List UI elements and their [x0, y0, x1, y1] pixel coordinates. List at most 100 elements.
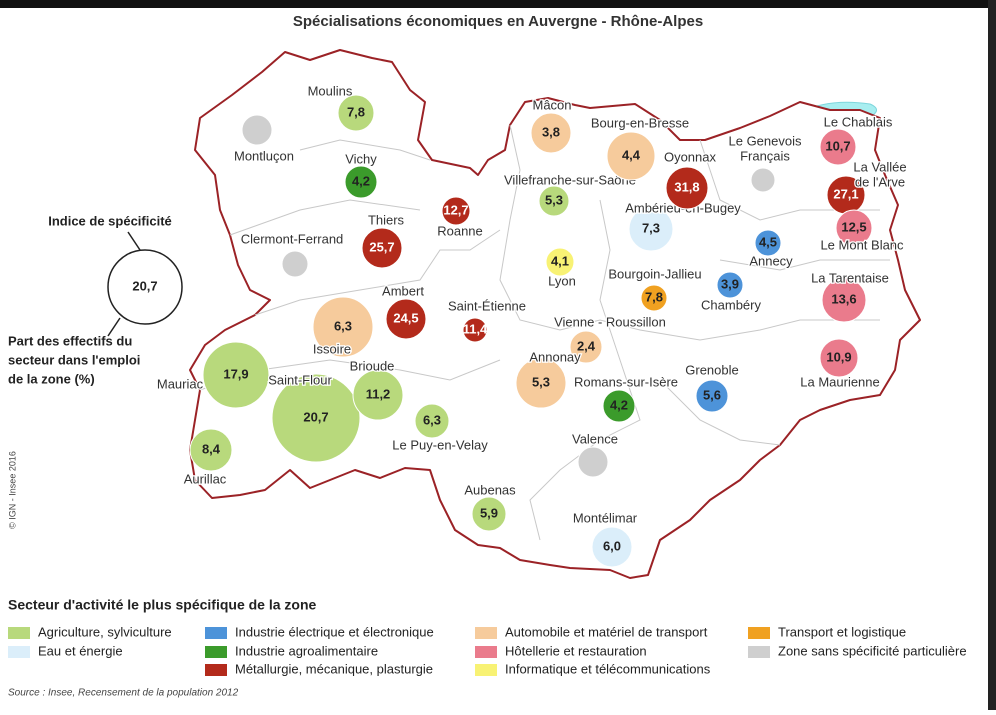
- zone-index: 20,7: [303, 409, 328, 424]
- zone-index: 5,9: [480, 505, 498, 520]
- zone-index: 10,7: [825, 138, 850, 153]
- zone-name: Montluçon: [234, 148, 294, 163]
- legend-label: Industrie électrique et électronique: [235, 624, 434, 639]
- zone-index: 11,4: [463, 321, 488, 336]
- zone-bubble: [591, 526, 633, 568]
- zone-bubble: [515, 357, 567, 409]
- legend-swatch: [205, 664, 227, 676]
- zone-index: 12,5: [841, 219, 866, 234]
- zone-index: 4,2: [610, 397, 628, 412]
- legend-label: Métallurgie, mécanique, plasturgie: [235, 661, 433, 676]
- zone-name: La Tarentaise: [811, 270, 889, 285]
- zone-index: 5,6: [703, 387, 721, 402]
- source: Source : Insee, Recensement de la popula…: [8, 688, 239, 699]
- zone-bubble: [665, 166, 709, 210]
- zone-index: 6,3: [423, 412, 441, 427]
- zone-bubble: [628, 206, 674, 252]
- legend-label: Industrie agroalimentaire: [235, 643, 378, 658]
- zone-index: 12,7: [443, 202, 468, 217]
- zone-bubble: [819, 338, 859, 378]
- zone-bubble: [569, 330, 603, 364]
- zone-index: 4,1: [551, 253, 569, 268]
- zone-name: Le Puy-en-Velay: [392, 437, 488, 452]
- zone-bubble: [441, 196, 471, 226]
- zone-name: Le Genevois: [729, 133, 802, 148]
- zone-name: Ambert: [382, 283, 424, 298]
- zone-bubble: [538, 185, 570, 217]
- zone-name: Le Mont Blanc: [820, 237, 904, 252]
- zone-bubble: [606, 131, 656, 181]
- zone-bubble: [361, 227, 403, 269]
- zone-index: 4,4: [622, 147, 641, 162]
- zone-bubble: [337, 94, 375, 132]
- zone-name: Clermont-Ferrand: [241, 231, 344, 246]
- map-layer: Part des effectifs du secteur dans l'empl…: [8, 82, 967, 676]
- zone-boundaries: [199, 124, 890, 541]
- legend-label: Agriculture, sylviculture: [38, 624, 172, 639]
- zone-name: La Maurienne: [800, 374, 880, 389]
- zone-name: Montélimar: [573, 510, 638, 525]
- legend-label: Hôtellerie et restauration: [505, 643, 647, 658]
- zone-name: Valence: [572, 431, 618, 446]
- zone-name: Villefranche-sur-Saône: [504, 172, 636, 187]
- zone-name: Le Chablais: [824, 114, 893, 129]
- zone-index: 3,8: [542, 124, 560, 139]
- zone-index: 3,9: [721, 276, 739, 291]
- zone-bubble: [821, 277, 867, 323]
- zone-bubble: [414, 403, 450, 439]
- legend-swatch: [8, 627, 30, 639]
- zone-name: Issoire: [313, 341, 351, 356]
- zone-name: Aurillac: [184, 471, 227, 486]
- zone-bubble: [471, 496, 507, 532]
- zone-index: 6,0: [603, 538, 621, 553]
- zone-bubble: [312, 296, 374, 358]
- zone-index: 2,4: [577, 338, 596, 353]
- legend-swatch: [475, 664, 497, 676]
- zone-bubble: [281, 250, 309, 278]
- zone-bubble: [462, 317, 488, 343]
- zone-index: 7,8: [645, 289, 663, 304]
- right-bar: [988, 0, 996, 710]
- zone-bubble: [750, 167, 776, 193]
- zone-name: Saint-Étienne: [448, 298, 526, 313]
- zone-name: de l'Arve: [855, 174, 905, 189]
- zone-index: 24,5: [393, 310, 418, 325]
- legend-swatch: [205, 627, 227, 639]
- legend-swatch: [748, 627, 770, 639]
- zone-bubble: [189, 428, 233, 472]
- zone-bubble: [695, 379, 729, 413]
- zone-name: Chambéry: [701, 297, 761, 312]
- key-caption: secteur dans l'emploi: [8, 352, 140, 367]
- zone-name: Vienne - Roussillon: [554, 314, 666, 329]
- zone-name: Vichy: [345, 151, 377, 166]
- zone-index: 7,3: [642, 220, 660, 235]
- zone-name: Bourgoin-Jallieu: [608, 266, 701, 281]
- zone-name: Mâcon: [532, 97, 571, 112]
- zone-name: Saint-Flour: [268, 372, 332, 387]
- key-example: 20,7: [132, 278, 157, 293]
- zone-index: 5,3: [545, 192, 563, 207]
- zone-name: Brioude: [350, 358, 395, 373]
- zone-name: Mauriac: [157, 376, 204, 391]
- zone-index: 7,8: [347, 104, 365, 119]
- zone-name: Romans-sur-Isère: [574, 374, 678, 389]
- zone-bubble: [754, 229, 782, 257]
- zone-index: 25,7: [369, 239, 394, 254]
- zone-name: Moulins: [308, 83, 353, 98]
- legend-swatch: [8, 646, 30, 658]
- zone-index: 13,6: [831, 291, 856, 306]
- legend-swatch: [475, 646, 497, 658]
- zone-index: 27,1: [833, 186, 858, 201]
- zone-name: Lyon: [548, 273, 576, 288]
- key-caption: de la zone (%): [8, 371, 95, 386]
- zone-index: 5,3: [532, 374, 550, 389]
- zone-bubble: [344, 165, 378, 199]
- zone-bubble: [835, 209, 873, 247]
- legend-label: Zone sans spécificité particulière: [778, 643, 967, 658]
- key-title: Indice de spécificité: [48, 213, 172, 228]
- zone-bubble: [241, 114, 273, 146]
- zone-bubble: [577, 446, 609, 478]
- zone-index: 31,8: [674, 179, 699, 194]
- key-arrow: [107, 317, 121, 337]
